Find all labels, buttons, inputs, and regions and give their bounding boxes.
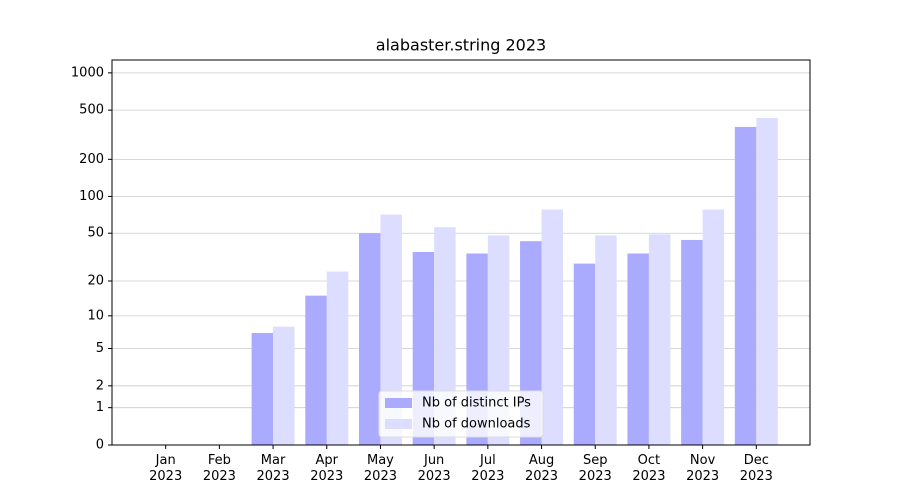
bar (702, 209, 725, 445)
x-tick-label: Jun 2023 (417, 453, 451, 484)
y-tick-label: 5 (96, 341, 104, 356)
y-tick-label: 200 (79, 152, 104, 167)
x-tick-label: Dec 2023 (739, 453, 773, 484)
bar (734, 126, 757, 445)
y-tick-label: 2 (96, 378, 104, 393)
x-tick-label: Feb 2023 (202, 453, 236, 484)
bar (756, 118, 778, 445)
y-tick-label: 1000 (71, 65, 104, 80)
legend-swatch (385, 419, 412, 429)
x-tick-label: Aug 2023 (524, 453, 559, 484)
x-tick-label: Sep 2023 (578, 453, 612, 484)
legend-label: Nb of downloads (422, 417, 531, 432)
legend-label: Nb of distinct IPs (422, 396, 531, 411)
bar (380, 214, 402, 445)
y-tick-label: 0 (96, 438, 104, 453)
bar (627, 253, 649, 445)
bar (326, 271, 349, 445)
bar (595, 235, 617, 445)
y-tick-label: 500 (79, 103, 104, 118)
legend-box (378, 390, 544, 438)
bar (648, 234, 671, 445)
bar (305, 295, 327, 445)
y-tick-label: 10 (87, 308, 104, 323)
x-tick-label: Mar 2023 (256, 453, 290, 484)
bar (573, 263, 596, 445)
y-tick-label: 50 (87, 226, 104, 241)
x-tick-label: May 2023 (363, 453, 397, 484)
chart-title: alabaster.string 2023 (376, 36, 546, 55)
x-tick-label: Oct 2023 (632, 453, 666, 484)
bar (251, 332, 274, 445)
y-tick-label: 1 (96, 400, 104, 415)
plot-frame (111, 59, 811, 446)
x-tick-label: Nov 2023 (686, 453, 720, 484)
x-tick-label: Apr 2023 (310, 453, 344, 484)
legend-swatch (385, 398, 412, 408)
x-tick-label: Jan 2023 (149, 453, 183, 484)
bar (541, 209, 564, 445)
bar (681, 239, 703, 445)
x-tick-label: Jul 2023 (471, 453, 505, 484)
y-tick-label: 100 (79, 189, 104, 204)
y-tick-label: 20 (87, 274, 104, 289)
bar (273, 326, 295, 445)
bar (358, 233, 381, 445)
